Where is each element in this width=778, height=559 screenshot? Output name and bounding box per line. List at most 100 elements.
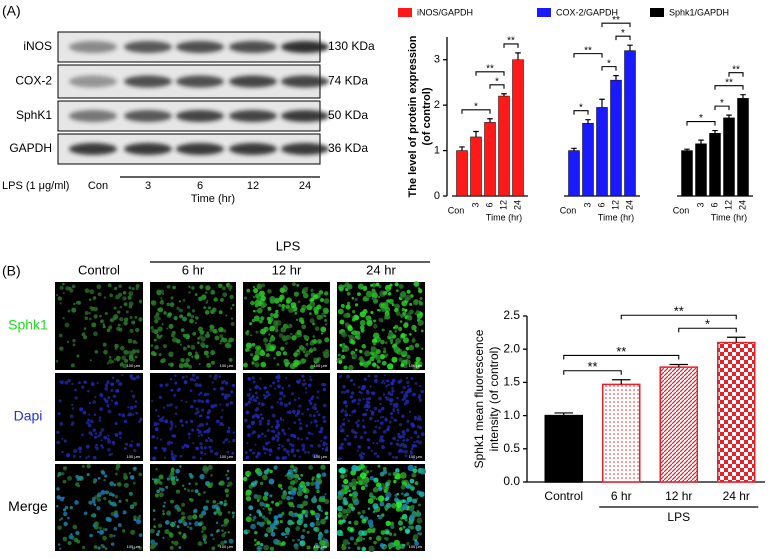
- cell: [196, 428, 199, 432]
- cell: [404, 518, 408, 522]
- cell: [415, 356, 421, 362]
- cell: [164, 419, 169, 424]
- cell: [70, 363, 75, 368]
- cell: [321, 472, 327, 477]
- cell: [151, 435, 156, 439]
- cell: [152, 456, 157, 461]
- cell: [107, 283, 112, 288]
- cell: [296, 283, 300, 287]
- cell: [391, 387, 394, 390]
- cell: [128, 305, 133, 309]
- cell: [366, 320, 373, 327]
- cell: [313, 403, 317, 407]
- cell: [389, 402, 393, 406]
- cell: [360, 485, 366, 491]
- cell: [250, 523, 256, 530]
- cell: [161, 419, 165, 422]
- cell: [253, 288, 259, 294]
- cell: [253, 309, 256, 313]
- column-label: Control: [78, 262, 120, 277]
- cell: [417, 287, 421, 290]
- cell: [228, 440, 231, 443]
- cell: [64, 505, 69, 510]
- cell: [156, 289, 162, 295]
- cell: [361, 479, 368, 486]
- cell: [337, 353, 341, 357]
- error-bar: [726, 114, 732, 118]
- cell: [200, 447, 204, 450]
- cell: [280, 346, 285, 351]
- cell: [418, 491, 425, 498]
- significance-bracket: [620, 314, 737, 320]
- cell: [189, 389, 193, 393]
- cell: [307, 450, 311, 454]
- cell: [210, 350, 216, 356]
- cell: [124, 303, 127, 306]
- cell: [298, 477, 301, 480]
- cell: [273, 519, 280, 526]
- x-tick-label: 3: [582, 202, 592, 207]
- cell: [373, 298, 379, 304]
- cell: [277, 375, 281, 380]
- cell: [351, 353, 358, 360]
- cell: [360, 455, 363, 458]
- cell: [153, 422, 158, 427]
- cell: [218, 310, 223, 315]
- cell: [409, 514, 415, 521]
- cell: [89, 419, 94, 424]
- cell: [298, 426, 303, 431]
- cell: [277, 437, 280, 440]
- cell: [150, 344, 154, 347]
- cell: [359, 325, 365, 330]
- cell: [210, 360, 216, 365]
- cell: [357, 398, 361, 402]
- bar: [568, 150, 580, 197]
- cell: [181, 519, 186, 524]
- cell: [114, 294, 120, 300]
- cell: [271, 334, 274, 338]
- cell: [254, 482, 257, 485]
- cell: [343, 365, 348, 370]
- cell: [324, 323, 328, 326]
- cell: [262, 447, 266, 451]
- cell: [181, 502, 186, 507]
- cell: [231, 383, 236, 388]
- y-tick-label: 2: [434, 99, 440, 111]
- cell: [349, 395, 353, 399]
- cell: [270, 405, 274, 409]
- lane-label: 12: [247, 180, 259, 192]
- significance-bracket: [573, 110, 589, 115]
- cell: [371, 362, 377, 367]
- cell: [303, 450, 307, 454]
- cell: [110, 512, 115, 517]
- cell: [406, 496, 413, 503]
- cell: [119, 317, 124, 322]
- cell: [405, 500, 410, 505]
- cell: [263, 386, 267, 390]
- cell: [342, 539, 349, 546]
- cell: [265, 344, 271, 349]
- cell: [212, 499, 217, 504]
- cell: [259, 501, 265, 507]
- cell: [365, 408, 369, 412]
- cell: [185, 358, 190, 363]
- cell: [363, 377, 367, 381]
- cell: [273, 387, 276, 390]
- cell: [107, 448, 111, 452]
- lane-label: 3: [145, 180, 151, 192]
- y-tick-label: 2.0: [503, 341, 520, 355]
- cell: [361, 384, 366, 389]
- cell: [271, 413, 276, 418]
- cell: [361, 546, 367, 552]
- cell: [287, 453, 291, 457]
- cell: [63, 521, 68, 527]
- cell: [285, 334, 292, 340]
- cell: [199, 284, 204, 289]
- cell: [188, 285, 191, 289]
- cell: [59, 285, 64, 290]
- cell: [63, 439, 67, 443]
- bar: [681, 150, 693, 197]
- cell: [203, 306, 206, 309]
- cell: [364, 350, 371, 357]
- cell: [324, 318, 328, 322]
